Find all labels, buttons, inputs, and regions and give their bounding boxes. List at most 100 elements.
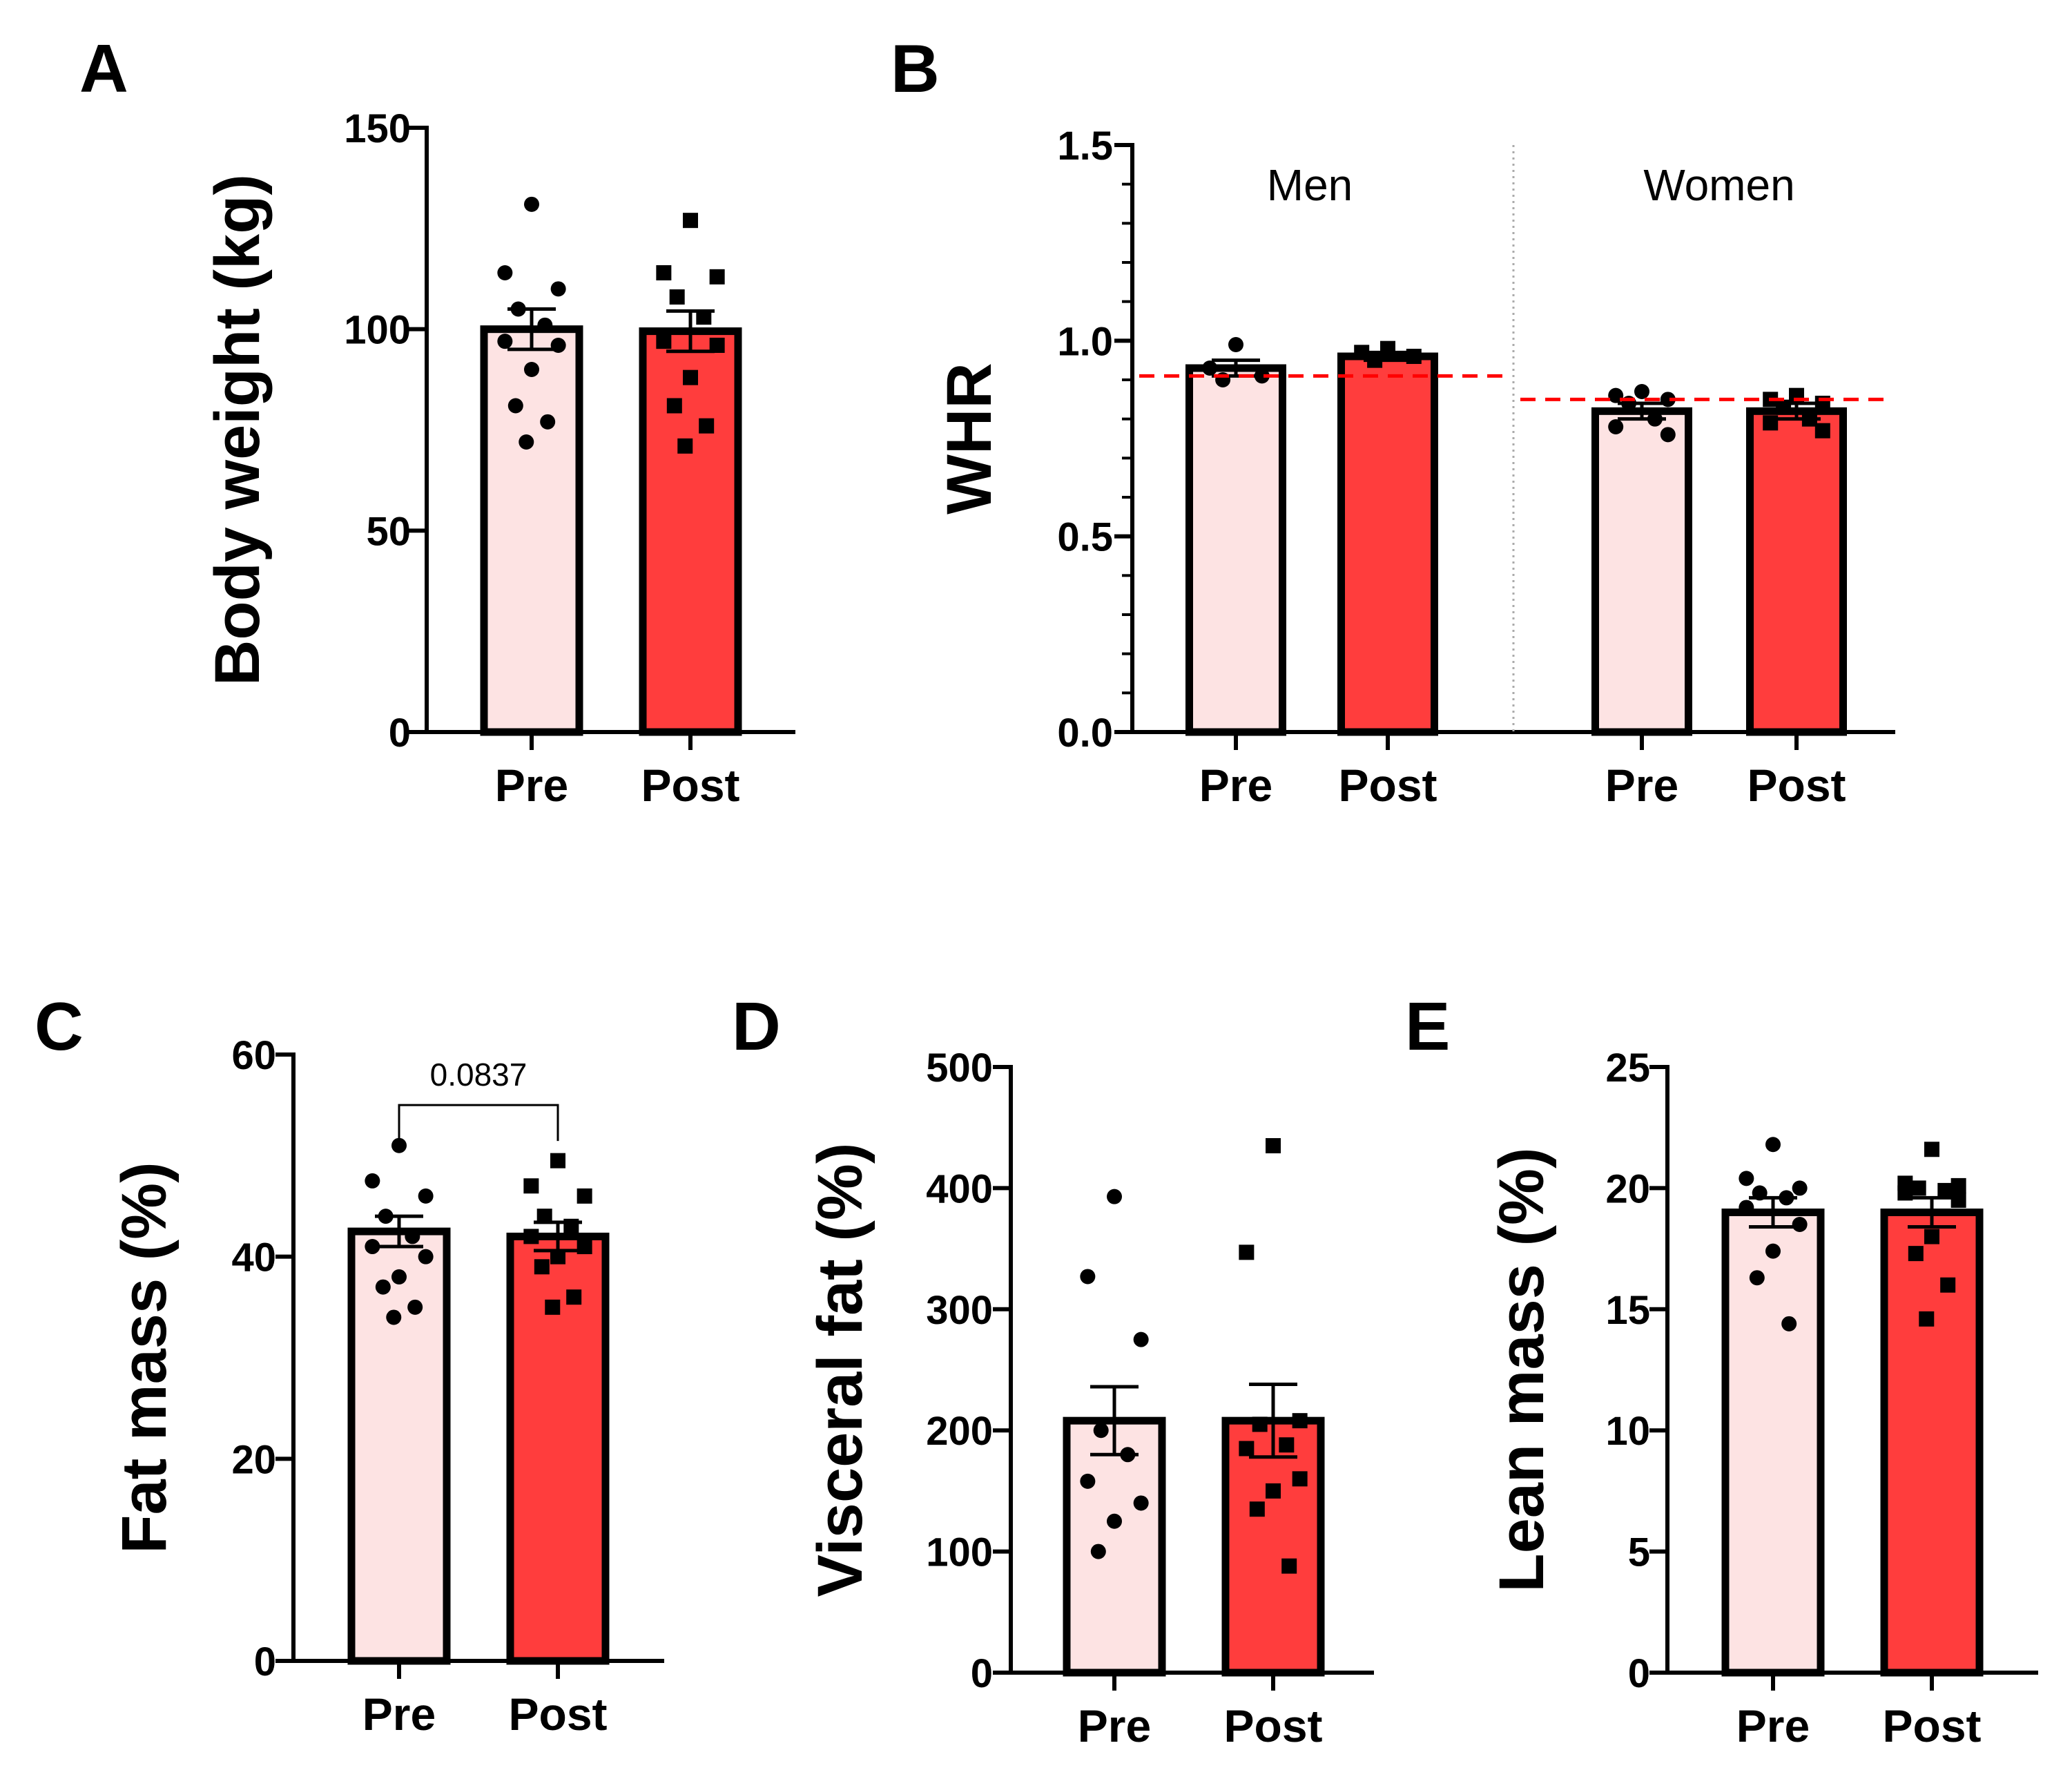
data-point-circle (550, 338, 566, 353)
data-point-square (1897, 1185, 1913, 1201)
data-point-circle (391, 1137, 407, 1153)
data-point-square (1380, 340, 1395, 356)
y-tick-label: 0 (1628, 1651, 1650, 1696)
data-point-circle (1792, 1217, 1808, 1233)
data-point-circle (1080, 1269, 1096, 1285)
data-point-circle (378, 1209, 394, 1224)
data-point-circle (1739, 1171, 1754, 1186)
data-point-circle (540, 414, 556, 430)
data-point-circle (418, 1188, 434, 1204)
y-tick-label: 500 (926, 1046, 993, 1090)
data-point-square (656, 265, 672, 280)
data-point-square (1367, 352, 1383, 368)
y-tick-label: 5 (1628, 1530, 1650, 1575)
data-point-square (1950, 1192, 1966, 1208)
data-point-circle (1254, 368, 1270, 384)
data-point-square (1814, 423, 1830, 439)
data-point-square (534, 1259, 550, 1275)
data-point-circle (1792, 1180, 1808, 1196)
data-point-circle (550, 281, 566, 297)
y-tick-label: 100 (926, 1530, 993, 1575)
x-tick-label: Post (1882, 1700, 1981, 1751)
x-tick-label: Pre (1605, 760, 1678, 811)
data-point-square (683, 369, 698, 385)
data-point-circle (510, 301, 526, 317)
x-tick-label: Pre (495, 760, 568, 811)
y-tick-label: 10 (1605, 1409, 1650, 1454)
data-point-circle (1107, 1189, 1122, 1204)
data-point-square (669, 289, 685, 305)
x-tick-label: Post (1338, 760, 1437, 811)
data-point-circle (1779, 1190, 1794, 1206)
group-label: Women (1643, 160, 1794, 210)
x-tick-label: Pre (1199, 760, 1272, 811)
data-point-square (666, 398, 682, 414)
y-tick-label: 150 (344, 106, 411, 151)
data-point-square (563, 1218, 579, 1234)
p-value-label: 0.0837 (430, 1057, 527, 1093)
data-point-square (1908, 1246, 1924, 1262)
data-point-square (683, 213, 698, 229)
bar (639, 327, 742, 736)
y-tick-label: 20 (231, 1437, 276, 1482)
data-point-square (1292, 1413, 1308, 1429)
data-point-square (1281, 1558, 1297, 1574)
data-point-square (1910, 1180, 1926, 1196)
panel-a: A 0 50 100 150 Body weight (kg) Pre Post (79, 30, 795, 811)
data-point-square (709, 269, 725, 285)
data-point-square (1266, 1138, 1281, 1154)
y-tick-label: 1.0 (1057, 319, 1113, 364)
data-point-circle (1133, 1331, 1149, 1347)
data-point-circle (1749, 1270, 1765, 1286)
data-point-square (1279, 1437, 1295, 1453)
data-point-square (1919, 1311, 1935, 1327)
x-tick-label: Pre (1078, 1700, 1151, 1751)
x-tick-label: Pre (362, 1689, 436, 1740)
data-point-square (1924, 1229, 1939, 1244)
data-point-circle (365, 1239, 380, 1255)
panel-label: C (35, 988, 84, 1064)
data-point-circle (1660, 427, 1676, 443)
x-tick-label: Post (1747, 760, 1846, 811)
data-point-circle (1765, 1243, 1781, 1259)
data-point-square (709, 338, 725, 353)
y-tick-label: 50 (366, 509, 411, 554)
data-point-circle (1608, 419, 1624, 434)
panel-label: A (79, 30, 128, 106)
y-axis-label: Visceral fat (%) (805, 1143, 875, 1597)
data-point-circle (375, 1279, 391, 1295)
panel-c: C 0 20 40 60 Fat mass (%) Pre Post 0.0837 (35, 988, 664, 1740)
bar (1746, 407, 1847, 736)
data-point-circle (365, 1173, 380, 1189)
panel-e: E 0 5 10 15 20 25 Lean mass (%) Pre Post (1405, 988, 2038, 1751)
data-point-circle (1660, 392, 1676, 407)
data-point-square (1354, 345, 1370, 360)
data-point-square (1940, 1277, 1956, 1293)
data-point-circle (1120, 1447, 1136, 1463)
data-point-circle (497, 265, 513, 280)
bar (1337, 352, 1438, 736)
y-tick-label: 40 (231, 1235, 276, 1280)
data-point-circle (524, 196, 539, 212)
bar (1721, 1208, 1825, 1677)
y-axis-label: Lean mass (%) (1487, 1147, 1557, 1592)
data-point-circle (407, 1299, 423, 1315)
data-point-square (656, 334, 672, 349)
data-point-circle (1202, 360, 1218, 376)
data-point-circle (524, 362, 539, 377)
panel-label: E (1405, 988, 1450, 1064)
y-tick-label: 0 (389, 711, 411, 756)
significance-bracket (398, 1104, 559, 1142)
x-tick-label: Post (641, 760, 739, 811)
y-tick-label: 60 (231, 1033, 276, 1078)
data-point-circle (391, 1269, 407, 1285)
y-axis-label: Body weight (kg) (202, 174, 273, 686)
data-point-square (1292, 1471, 1308, 1487)
x-tick-label: Post (508, 1689, 607, 1740)
data-point-circle (1080, 1473, 1096, 1489)
data-point-square (550, 1249, 565, 1264)
data-point-circle (1608, 387, 1624, 403)
y-tick-label: 0.5 (1057, 515, 1113, 560)
panel-d: D 0 100 200 300 400 500 Visceral fat (%) Pre Post (732, 988, 1374, 1751)
